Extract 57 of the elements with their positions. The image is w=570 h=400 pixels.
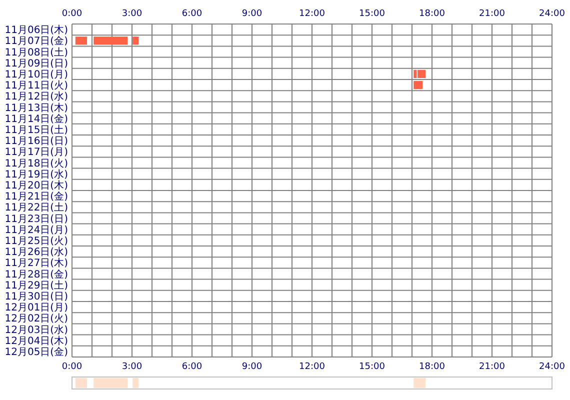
y-tick-label: 11月26日(水)	[4, 246, 68, 258]
x-tick-label: 21:00	[479, 362, 506, 372]
x2-tick-label: 6:00	[182, 9, 202, 19]
y-tick-label: 11月17日(月)	[4, 147, 68, 158]
y-tick-label: 12月05日(金)	[4, 346, 68, 358]
x2-tick-label: 21:00	[479, 9, 506, 19]
x2-tick-label: 18:00	[419, 9, 446, 19]
y-tick-label: 11月12日(水)	[4, 90, 68, 103]
y-tick-label: 11月24日(月)	[4, 224, 68, 236]
y-tick-label: 11月09日(日)	[4, 58, 68, 70]
bar	[75, 378, 87, 388]
x-tick-label: 12:00	[299, 362, 326, 372]
y-tick-label: 11月30日(日)	[4, 291, 68, 302]
y-tick-label: 11月14日(金)	[4, 112, 68, 125]
bar	[94, 36, 128, 45]
x-tick-label: 0:00	[62, 362, 82, 372]
x2-tick-label: 15:00	[359, 9, 386, 19]
y-tick-label: 11月25日(火)	[4, 234, 68, 247]
y-tick-label: 12月03日(水)	[4, 324, 68, 336]
bar	[132, 378, 139, 388]
x-tick-label: 3:00	[122, 362, 142, 372]
bar	[418, 70, 426, 78]
x2-tick-label: 9:00	[242, 9, 262, 19]
bar	[132, 36, 139, 45]
y-tick-label: 11月15日(土)	[4, 124, 68, 136]
y-tick-label: 11月08日(土)	[4, 46, 68, 58]
y-tick-label: 11月16日(日)	[4, 136, 68, 148]
x-tick-label: 15:00	[359, 362, 386, 372]
y-tick-label: 12月01日(月)	[4, 302, 68, 314]
y-tick-label: 11月18日(火)	[4, 157, 68, 170]
bar	[414, 378, 426, 388]
x2-tick-label: 12:00	[299, 9, 326, 19]
y-tick-label: 12月02日(火)	[4, 312, 68, 325]
bar	[94, 378, 128, 388]
y-tick-label: 11月27日(木)	[4, 257, 68, 270]
y-tick-label: 11月06日(木)	[4, 24, 68, 36]
y-tick-label: 11月23日(日)	[4, 214, 68, 225]
x-tick-label: 9:00	[242, 362, 262, 372]
x2-tick-label: 24:00	[539, 9, 566, 19]
x-tick-label: 18:00	[419, 362, 446, 372]
x2-tick-label: 3:00	[122, 9, 142, 19]
bar	[414, 81, 423, 90]
y-tick-label: 11月13日(木)	[4, 102, 68, 114]
y-tick-label: 11月21日(金)	[4, 190, 68, 203]
y-tick-label: 11月10日(月)	[4, 69, 68, 80]
y-tick-label: 11月22日(土)	[4, 202, 68, 214]
bar	[75, 36, 87, 45]
y-tick-label: 12月04日(木)	[4, 334, 68, 347]
y-tick-label: 11月28日(金)	[4, 268, 68, 280]
y-tick-label: 11月19日(水)	[4, 168, 68, 180]
y-tick-label: 11月29日(土)	[4, 279, 68, 292]
x-tick-label: 6:00	[182, 362, 202, 372]
x-tick-label: 24:00	[539, 362, 566, 372]
y-tick-label: 11月11日(火)	[4, 80, 68, 92]
y-tick-label: 11月07日(金)	[4, 35, 68, 48]
y-tick-label: 11月20日(木)	[4, 179, 68, 192]
x2-tick-label: 0:00	[62, 9, 82, 19]
